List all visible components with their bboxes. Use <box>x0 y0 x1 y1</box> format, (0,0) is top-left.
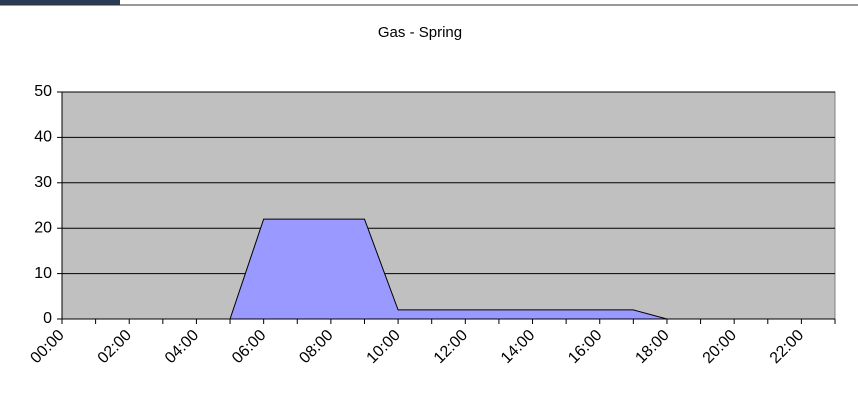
banner-image <box>0 0 120 5</box>
y-tick-label: 0 <box>43 310 52 327</box>
x-tick-label: 20:00 <box>700 327 740 367</box>
y-tick-label: 30 <box>34 174 52 191</box>
x-tick-label: 18:00 <box>632 327 672 367</box>
y-tick-label: 50 <box>34 83 52 100</box>
y-tick-label: 20 <box>34 219 52 236</box>
y-tick-label: 40 <box>34 129 52 146</box>
x-tick-label: 06:00 <box>229 327 269 367</box>
x-tick-label: 14:00 <box>498 327 538 367</box>
x-tick-label: 04:00 <box>162 327 202 367</box>
x-tick-label: 08:00 <box>296 327 336 367</box>
chart-title: Gas - Spring <box>378 24 462 41</box>
x-tick-label: 22:00 <box>767 327 807 367</box>
x-tick-label: 00:00 <box>27 327 67 367</box>
y-tick-label: 10 <box>34 265 52 282</box>
plot-area <box>61 91 836 320</box>
x-tick-label: 10:00 <box>364 327 404 367</box>
x-tick-label: 16:00 <box>565 327 605 367</box>
x-tick-label: 02:00 <box>95 327 135 367</box>
x-tick-label: 12:00 <box>431 327 471 367</box>
